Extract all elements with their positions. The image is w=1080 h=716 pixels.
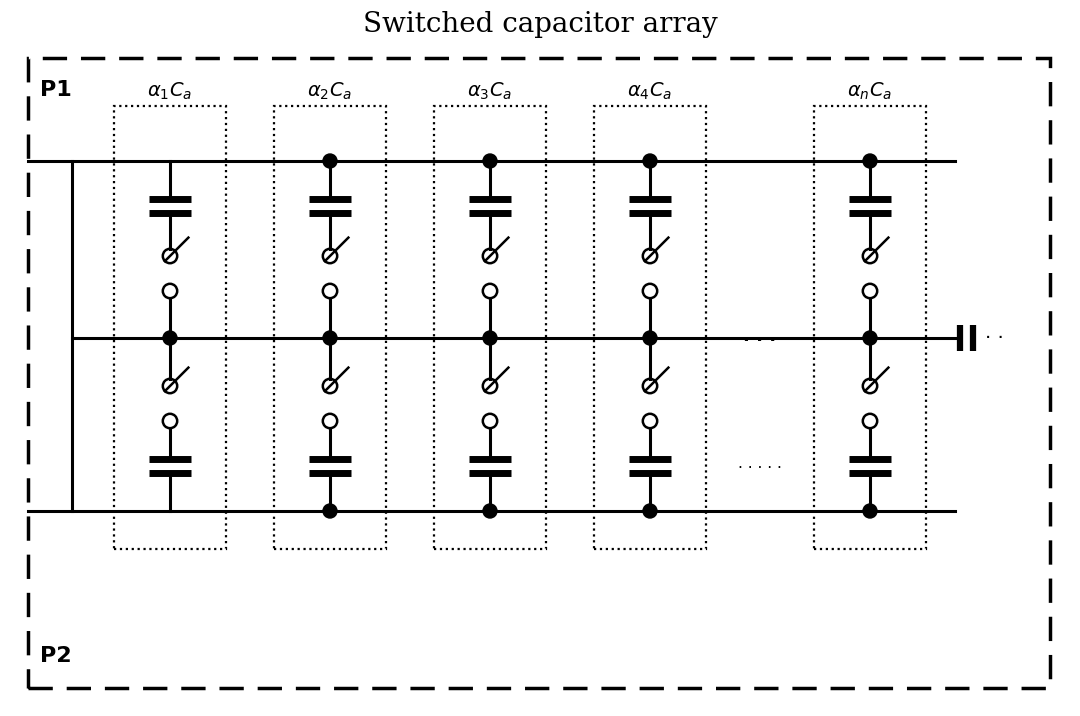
- Circle shape: [323, 154, 337, 168]
- Circle shape: [863, 154, 877, 168]
- Circle shape: [323, 504, 337, 518]
- Text: P1: P1: [40, 80, 71, 100]
- Text: · ·: · ·: [985, 329, 1003, 347]
- Circle shape: [643, 154, 657, 168]
- Circle shape: [643, 504, 657, 518]
- Text: . . . . .: . . . . .: [738, 457, 782, 472]
- Circle shape: [863, 504, 877, 518]
- Text: $\alpha_n C_a$: $\alpha_n C_a$: [848, 81, 892, 102]
- Text: Switched capacitor array: Switched capacitor array: [363, 11, 717, 38]
- Text: $\alpha_4 C_a$: $\alpha_4 C_a$: [627, 81, 673, 102]
- Text: P2: P2: [40, 646, 71, 666]
- Circle shape: [483, 504, 497, 518]
- Circle shape: [863, 331, 877, 345]
- Circle shape: [323, 331, 337, 345]
- Circle shape: [643, 331, 657, 345]
- Text: $\alpha_1 C_a$: $\alpha_1 C_a$: [148, 81, 192, 102]
- Text: . . .: . . .: [743, 327, 777, 345]
- Circle shape: [163, 331, 177, 345]
- Text: $\alpha_2 C_a$: $\alpha_2 C_a$: [308, 81, 352, 102]
- Circle shape: [483, 331, 497, 345]
- Circle shape: [483, 154, 497, 168]
- Text: $\alpha_3 C_a$: $\alpha_3 C_a$: [468, 81, 513, 102]
